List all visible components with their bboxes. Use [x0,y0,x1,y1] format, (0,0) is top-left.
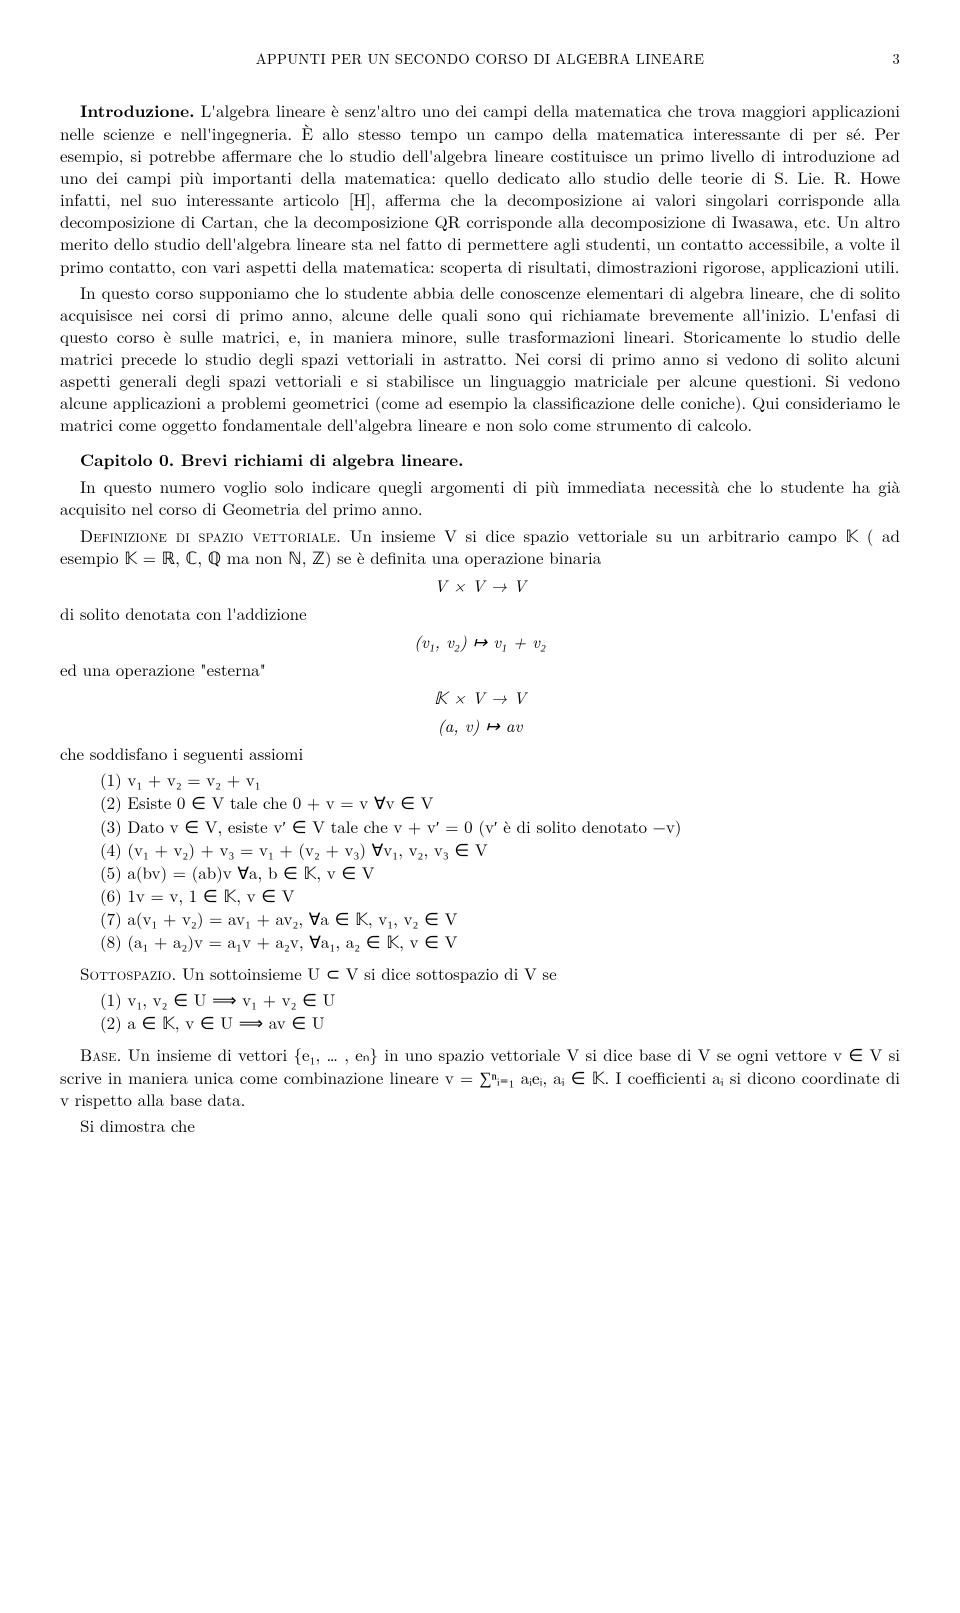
subspace-text: Un sottoinsieme U ⊂ V si dice sottospazi… [182,961,557,985]
def-vs-text-4: che soddisfano i seguenti assiomi [60,742,900,764]
intro-heading: Introduzione. [80,99,195,123]
equation-scalar-op-2: (a, v) ↦ av [60,714,900,736]
axiom-item: (5) a(bv) = (ab)v ∀a, b ∈ 𝕂, v ∈ V [100,861,900,883]
axiom-item: (2) Esiste 0 ∈ V tale che 0 + v = v ∀v ∈… [100,791,900,813]
subspace-list: (1) v₁, v₂ ∈ U ⟹ v₁ + v₂ ∈ U (2) a ∈ 𝕂, … [100,988,900,1033]
subspace-item: (2) a ∈ 𝕂, v ∈ U ⟹ av ∈ U [100,1011,900,1033]
page-number: 3 [892,50,900,69]
chapter-0-paragraph: In questo numero voglio solo indicare qu… [60,475,900,519]
axiom-item: (6) 1v = v, 1 ∈ 𝕂, v ∈ V [100,884,900,906]
base-text: Un insieme di vettori {e₁, … , eₙ} in un… [60,1042,900,1110]
equation-binary-op: V × V → V [60,574,900,596]
def-vs-text-2: di solito denotata con l'addizione [60,602,900,624]
def-vs-paragraph: Definizione di spazio vettoriale. Un ins… [60,524,900,568]
intro-paragraph-1: Introduzione. L'algebra lineare è senz'a… [60,99,900,277]
def-vs-text-3: ed una operazione "esterna" [60,658,900,680]
def-vs-heading: Definizione di spazio vettoriale. [80,523,341,547]
subspace-paragraph: Sottospazio. Un sottoinsieme U ⊂ V si di… [60,962,900,984]
running-title: APPUNTI PER UN SECONDO CORSO DI ALGEBRA … [256,49,705,69]
axiom-list: (1) v₁ + v₂ = v₂ + v₁ (2) Esiste 0 ∈ V t… [100,768,900,952]
subspace-item: (1) v₁, v₂ ∈ U ⟹ v₁ + v₂ ∈ U [100,988,900,1010]
axiom-item: (1) v₁ + v₂ = v₂ + v₁ [100,768,900,790]
equation-scalar-op-1: 𝕂 × V → V [60,686,900,708]
axiom-item: (8) (a₁ + a₂)v = a₁v + a₂v, ∀a₁, a₂ ∈ 𝕂,… [100,930,900,952]
intro-paragraph-2: In questo corso supponiamo che lo studen… [60,281,900,436]
subspace-heading: Sottospazio. [80,961,176,985]
closing-line: Si dimostra che [60,1114,900,1136]
axiom-item: (3) Dato v ∈ V, esiste v′ ∈ V tale che v… [100,815,900,837]
axiom-item: (4) (v₁ + v₂) + v₃ = v₁ + (v₂ + v₃) ∀v₁,… [100,838,900,860]
intro-text-1: L'algebra lineare è senz'altro uno dei c… [60,98,900,278]
axiom-item: (7) a(v₁ + v₂) = av₁ + av₂, ∀a ∈ 𝕂, v₁, … [100,907,900,929]
base-paragraph: Base. Un insieme di vettori {e₁, … , eₙ}… [60,1043,900,1109]
running-header: APPUNTI PER UN SECONDO CORSO DI ALGEBRA … [60,50,900,69]
base-heading: Base. [80,1042,122,1066]
equation-addition-map: (v₁, v₂) ↦ v₁ + v₂ [60,630,900,652]
chapter-0-title: Capitolo 0. Brevi richiami di algebra li… [60,449,900,471]
